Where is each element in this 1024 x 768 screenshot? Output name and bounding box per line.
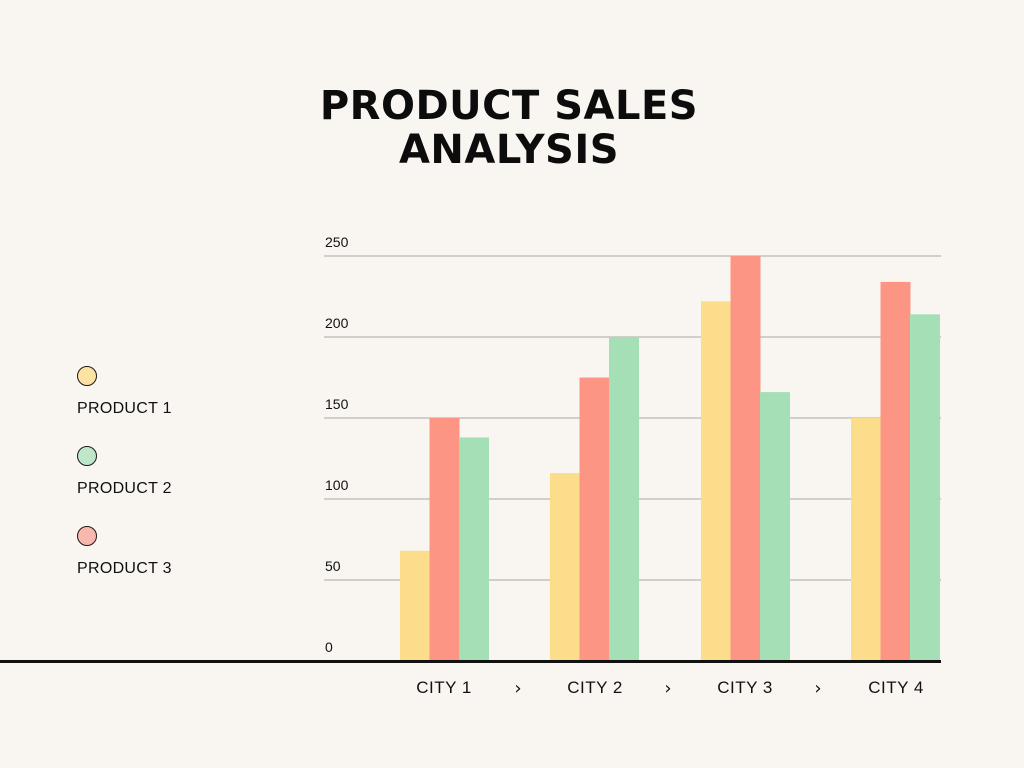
bar-product-3-city-2: [579, 377, 610, 661]
bar-product-1-city-2: [550, 473, 580, 661]
y-tick-label-250: 250: [325, 234, 349, 250]
bar-product-1-city-4: [851, 418, 881, 661]
chevron-right-icon: ›: [814, 678, 821, 699]
y-tick-label-150: 150: [325, 396, 349, 412]
chevron-right-icon: ›: [514, 678, 521, 699]
legend-label-product-1: PRODUCT 1: [77, 400, 172, 417]
legend-swatch-product-3: [77, 526, 97, 546]
chart-title-line-2: ANALYSIS: [398, 127, 620, 173]
legend-label-product-2: PRODUCT 2: [77, 480, 172, 497]
bar-product-2-city-4: [910, 314, 940, 661]
chart-title-line-1: PRODUCT SALES: [319, 83, 699, 129]
bar-product-2-city-3: [760, 392, 790, 661]
bar-product-3-city-1: [429, 418, 460, 661]
bar-product-3-city-4: [880, 281, 911, 661]
chevron-right-icon: ›: [664, 678, 671, 699]
y-tick-label-100: 100: [325, 477, 349, 493]
x-tick-label-city-2: CITY 2: [567, 678, 623, 697]
x-tick-label-city-1: CITY 1: [416, 678, 472, 697]
bar-product-1-city-1: [400, 550, 430, 661]
x-tick-label-city-4: CITY 4: [868, 678, 924, 697]
chart-title: PRODUCT SALES ANALYSIS: [0, 84, 1018, 172]
legend-label-product-3: PRODUCT 3: [77, 560, 172, 577]
bar-product-1-city-3: [701, 301, 731, 661]
x-tick-label-city-3: CITY 3: [717, 678, 773, 697]
y-tick-label-50: 50: [325, 558, 341, 574]
y-tick-label-0: 0: [325, 639, 333, 655]
y-tick-label-200: 200: [325, 315, 349, 331]
legend-swatch-product-2: [77, 446, 97, 466]
bar-product-2-city-1: [459, 437, 489, 661]
bar-product-3-city-3: [730, 256, 761, 661]
legend-swatch-product-1: [77, 366, 97, 386]
bar-product-2-city-2: [609, 337, 639, 661]
